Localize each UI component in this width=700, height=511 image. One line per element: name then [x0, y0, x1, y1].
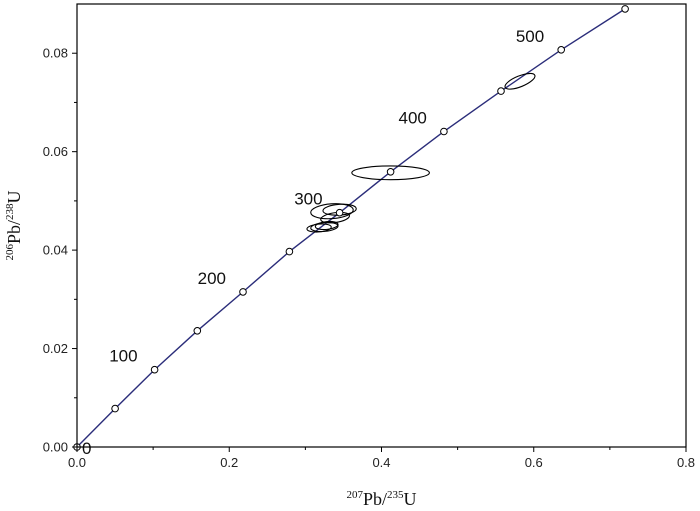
error-ellipse-2	[504, 72, 536, 90]
concordia-point-3	[193, 327, 202, 335]
x-axis-title-part2: U	[404, 489, 417, 509]
x-tick-label-0.0: 0.0	[68, 455, 86, 470]
concordia-point-7	[386, 168, 395, 176]
x-axis-title-part1: Pb/	[363, 489, 387, 509]
age-label-300: 300	[294, 190, 322, 209]
concordia-point-1	[111, 404, 119, 413]
x-axis-title: 207Pb/235U	[346, 489, 416, 509]
y-axis-title-part1: Pb/	[4, 220, 24, 244]
error-ellipse-8	[314, 220, 339, 231]
age-label-200: 200	[198, 269, 226, 288]
y-axis-title: 206Pb/238U	[4, 190, 24, 260]
y-axis-title-sup1: 206	[4, 244, 16, 261]
concordia-point-6	[335, 208, 344, 217]
error-ellipse-layer	[306, 72, 536, 233]
age-label-100: 100	[109, 347, 137, 366]
y-tick-label-0.00: 0.00	[43, 440, 68, 455]
x-tick-label-0.4: 0.4	[372, 455, 390, 470]
age-label-layer: 0 100 200 300 400 500	[82, 27, 544, 458]
x-tick-label-0.2: 0.2	[220, 455, 238, 470]
x-axis-title-sup2: 235	[387, 489, 404, 501]
x-axis-title-sup1: 207	[346, 489, 363, 501]
concordia-age-point-layer	[73, 5, 629, 451]
y-tick-label-0.08: 0.08	[43, 46, 68, 61]
x-tick-label-0.8: 0.8	[677, 455, 695, 470]
age-label-500: 500	[516, 27, 544, 46]
y-tick-label-0.04: 0.04	[43, 243, 68, 258]
y-tick-label-0.02: 0.02	[43, 341, 68, 356]
y-axis-title-sup2: 238	[4, 203, 16, 220]
concordia-point-9	[497, 87, 505, 95]
y-tick-label-0.06: 0.06	[43, 144, 68, 159]
error-ellipse-1	[351, 165, 430, 181]
concordia-point-11	[621, 5, 629, 13]
x-tick-label-0.6: 0.6	[525, 455, 543, 470]
error-ellipse-7	[306, 223, 332, 233]
concordia-line	[76, 8, 626, 448]
error-ellipse-3	[310, 203, 354, 220]
plot-frame	[76, 3, 687, 448]
concordia-point-2	[150, 365, 159, 374]
age-label-0: 0	[82, 439, 91, 458]
axes-layer: 0.0 0.2 0.4 0.6 0.8 0.00 0.02 0.04 0.06 0.08	[43, 3, 695, 470]
concordia-point-8	[440, 127, 448, 136]
concordia-curve-layer	[76, 8, 626, 448]
concordia-point-4	[239, 288, 247, 296]
concordia-point-5	[285, 247, 294, 256]
age-label-400: 400	[399, 109, 427, 128]
concordia-point-10	[557, 46, 566, 54]
y-axis-title-part2: U	[4, 190, 24, 203]
